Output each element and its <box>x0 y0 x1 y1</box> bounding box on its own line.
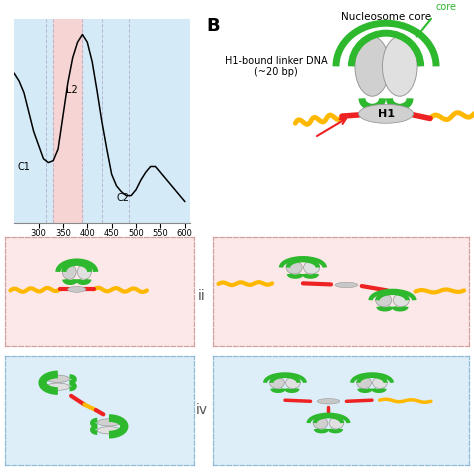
Ellipse shape <box>358 104 413 123</box>
Text: H1-bound linker DNA
(~20 bp): H1-bound linker DNA (~20 bp) <box>225 55 328 77</box>
Text: C2: C2 <box>117 193 129 203</box>
Ellipse shape <box>376 294 392 307</box>
Text: C1: C1 <box>17 163 30 173</box>
Text: core: core <box>436 2 456 12</box>
Ellipse shape <box>46 375 70 383</box>
Text: iv: iv <box>195 403 208 417</box>
Ellipse shape <box>393 294 409 307</box>
X-axis label: fragment size (bp): fragment size (bp) <box>57 241 147 251</box>
Bar <box>53 19 82 223</box>
Ellipse shape <box>355 36 390 96</box>
Ellipse shape <box>303 261 319 274</box>
Ellipse shape <box>68 286 86 292</box>
Ellipse shape <box>286 377 301 389</box>
Text: ii: ii <box>198 289 205 303</box>
Text: B: B <box>206 17 220 35</box>
Ellipse shape <box>329 417 344 429</box>
Text: H1: H1 <box>377 109 394 119</box>
Ellipse shape <box>62 264 76 279</box>
Ellipse shape <box>97 419 121 426</box>
Ellipse shape <box>77 264 91 279</box>
Ellipse shape <box>313 417 328 429</box>
Ellipse shape <box>46 383 70 390</box>
Text: L2: L2 <box>66 85 78 95</box>
Ellipse shape <box>373 377 387 389</box>
Ellipse shape <box>317 399 340 404</box>
Ellipse shape <box>286 261 302 274</box>
Text: Nucleosome core: Nucleosome core <box>341 11 431 22</box>
Ellipse shape <box>97 427 121 434</box>
Ellipse shape <box>270 377 284 389</box>
Ellipse shape <box>335 283 358 288</box>
Ellipse shape <box>383 36 417 96</box>
Ellipse shape <box>356 377 371 389</box>
